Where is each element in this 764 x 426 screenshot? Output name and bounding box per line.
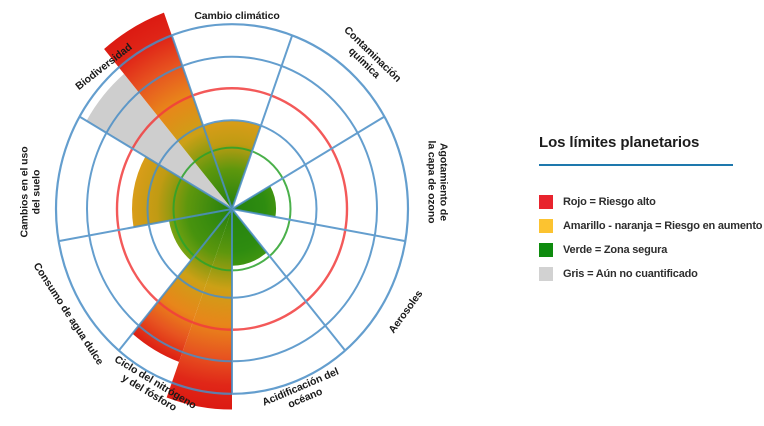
legend-label-yellow: Amarillo - naranja = Riesgo en aumento (563, 220, 763, 232)
sector-label-agotamiento-ozono: Agotamiento de la capa de ozono (425, 140, 450, 224)
legend-item-green: Verde = Zona segura (539, 243, 749, 257)
red-swatch (539, 195, 553, 209)
legend-label-green: Verde = Zona segura (563, 244, 668, 256)
legend-panel: Los límites planetarios Rojo = Riesgo al… (539, 134, 763, 281)
legend-item-yellow: Amarillo - naranja = Riesgo en aumento (539, 219, 763, 233)
legend-label-red: Rojo = Riesgo alto (563, 196, 656, 208)
green-swatch (539, 243, 553, 257)
legend-item-red: Rojo = Riesgo alto (539, 195, 749, 209)
sector-label-cambio-climatico: Cambio climático (194, 9, 280, 22)
yellow-swatch (539, 219, 553, 233)
sector-label-cambios-uso-suelo: Cambios en el uso del suelo (18, 146, 43, 238)
legend-title: Los límites planetarios (539, 134, 700, 151)
legend-item-gray: Gris = Aún no cuantificado (539, 267, 749, 281)
gray-swatch (539, 267, 553, 281)
legend-label-gray: Gris = Aún no cuantificado (563, 268, 698, 280)
legend-divider (539, 164, 733, 166)
